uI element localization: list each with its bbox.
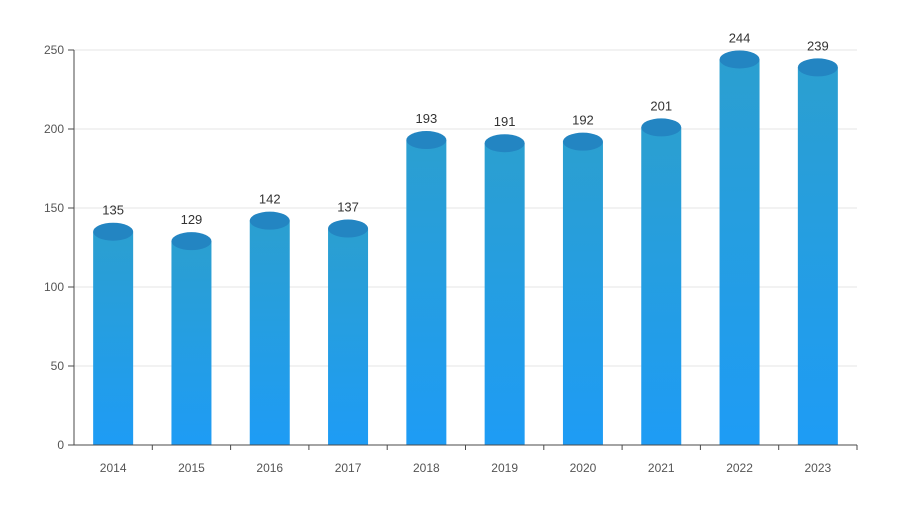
bar-cap bbox=[328, 219, 369, 238]
bar-cap bbox=[171, 232, 212, 251]
bar-2015 bbox=[171, 232, 212, 445]
bar-cap bbox=[562, 132, 603, 151]
bar-2019 bbox=[484, 134, 525, 445]
bar-2022 bbox=[719, 50, 760, 445]
bar-cap bbox=[406, 131, 447, 150]
bar-body bbox=[328, 228, 369, 445]
bar-cap bbox=[719, 50, 760, 69]
y-tick-label: 0 bbox=[57, 438, 64, 452]
bar-2017 bbox=[328, 219, 369, 445]
x-tick-label: 2021 bbox=[648, 461, 675, 475]
bar-cap bbox=[249, 211, 290, 230]
y-tick-label: 250 bbox=[44, 43, 64, 57]
y-tick-label: 100 bbox=[44, 280, 64, 294]
bar-body bbox=[93, 231, 134, 445]
bar-2014 bbox=[93, 222, 134, 445]
x-tick-label: 2015 bbox=[178, 461, 205, 475]
bar-2020 bbox=[562, 132, 603, 445]
data-label: 244 bbox=[729, 30, 751, 45]
y-tick-label: 150 bbox=[44, 201, 64, 215]
bar-cap bbox=[641, 118, 682, 137]
x-tick-label: 2014 bbox=[100, 461, 127, 475]
bar-cap bbox=[484, 134, 525, 153]
bar-body bbox=[641, 127, 682, 446]
x-tick-label: 2018 bbox=[413, 461, 440, 475]
bar-2016 bbox=[249, 211, 290, 445]
x-tick-label: 2016 bbox=[256, 461, 283, 475]
bar-body bbox=[562, 141, 603, 445]
x-tick-label: 2023 bbox=[804, 461, 831, 475]
y-tick-label: 50 bbox=[51, 359, 65, 373]
data-label: 142 bbox=[259, 192, 281, 207]
data-label: 239 bbox=[807, 38, 829, 53]
bar-body bbox=[406, 140, 447, 445]
bar-cap bbox=[93, 222, 134, 241]
bar-body bbox=[484, 143, 525, 445]
data-label: 129 bbox=[181, 212, 203, 227]
axes: 0 50 100 150 200 250 2014 2015 2016 2017 2018 2019 2… bbox=[44, 43, 858, 475]
x-tick-label: 2022 bbox=[726, 461, 753, 475]
bar-body bbox=[249, 220, 290, 445]
bar-2018 bbox=[406, 131, 447, 445]
bar-2021 bbox=[641, 118, 682, 446]
bar-body bbox=[719, 59, 760, 445]
y-tick-label: 200 bbox=[44, 122, 64, 136]
data-label: 137 bbox=[337, 200, 359, 215]
bars bbox=[93, 50, 838, 446]
x-tick-label: 2020 bbox=[570, 461, 597, 475]
x-tick-label: 2017 bbox=[335, 461, 362, 475]
data-label: 191 bbox=[494, 114, 516, 129]
data-labels: 135 129 142 137 193 191 192 201 244 239 bbox=[102, 30, 828, 227]
data-label: 201 bbox=[650, 98, 672, 113]
bar-body bbox=[797, 67, 838, 445]
data-label: 193 bbox=[415, 111, 437, 126]
bar-body bbox=[171, 241, 212, 445]
bar-2023 bbox=[797, 58, 838, 445]
data-label: 135 bbox=[102, 203, 124, 218]
bar-cap bbox=[797, 58, 838, 77]
data-label: 192 bbox=[572, 113, 594, 128]
x-tick-label: 2019 bbox=[491, 461, 518, 475]
